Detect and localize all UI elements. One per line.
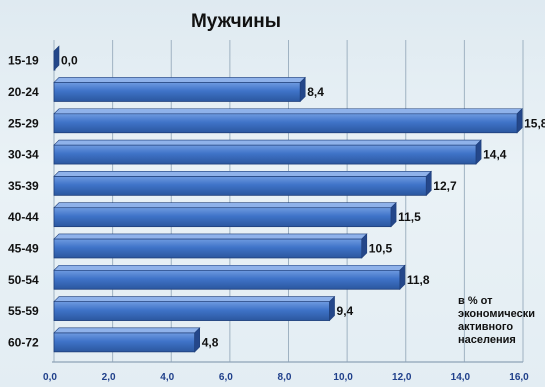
x-tick-label: 8,0 xyxy=(278,372,292,383)
bar-side xyxy=(399,264,406,290)
bar-front xyxy=(53,207,392,228)
data-label: 4,8 xyxy=(202,335,219,349)
bar-side xyxy=(390,201,397,228)
bar-front xyxy=(53,113,518,134)
category-label: 45-49 xyxy=(8,241,39,255)
x-tick-label: 16,0 xyxy=(509,372,529,383)
note-line: населения xyxy=(458,334,516,346)
data-labels: 0,0 8,4 15,8 14,4 12,7 11,5 10,5 11,8 9,4 4,8 xyxy=(61,54,545,350)
data-label: 10,5 xyxy=(369,241,393,255)
bar xyxy=(53,233,368,259)
bar-front xyxy=(53,82,301,102)
bar-top xyxy=(53,327,201,334)
bar-front xyxy=(53,175,427,196)
note-line: в % от xyxy=(458,295,493,307)
bar-top xyxy=(53,171,432,177)
bar-side xyxy=(516,108,523,134)
bar-front xyxy=(53,269,401,290)
data-label: 9,4 xyxy=(337,304,354,318)
bar-top xyxy=(53,296,336,302)
category-label: 20-24 xyxy=(8,85,39,99)
category-label: 15-19 xyxy=(8,54,39,68)
note-line: активного xyxy=(458,321,513,333)
data-label: 0,0 xyxy=(61,54,78,68)
x-tick-label: 6,0 xyxy=(219,372,233,383)
bar xyxy=(53,201,397,228)
bar-side xyxy=(425,170,432,197)
data-label: 11,8 xyxy=(407,273,430,287)
bar-top xyxy=(53,77,306,83)
data-label: 12,7 xyxy=(433,179,457,193)
bar-top xyxy=(53,202,397,208)
x-axis-ticks: 0,0 2,0 4,0 6,0 8,0 10,0 12,0 14,0 16,0 xyxy=(43,372,529,383)
category-label: 35-39 xyxy=(8,179,39,193)
category-label: 60-72 xyxy=(8,335,39,349)
bar xyxy=(53,264,406,290)
category-label: 30-34 xyxy=(8,148,39,162)
bar xyxy=(53,139,482,165)
bar-side xyxy=(361,233,368,259)
bar-front xyxy=(53,301,330,321)
bar xyxy=(53,108,523,134)
bar-top xyxy=(53,108,523,115)
category-label: 55-59 xyxy=(8,304,39,318)
category-label: 25-29 xyxy=(8,116,39,130)
x-tick-label: 0,0 xyxy=(43,372,57,383)
x-tick-label: 12,0 xyxy=(392,372,412,383)
x-tick-label: 10,0 xyxy=(333,372,353,383)
bar-side xyxy=(299,76,306,103)
data-label: 11,5 xyxy=(398,210,421,224)
bar-front xyxy=(53,238,363,259)
x-tick-label: 14,0 xyxy=(451,372,471,383)
data-label: 8,4 xyxy=(307,85,324,99)
bar xyxy=(53,170,432,197)
bar-side xyxy=(475,139,482,165)
bar xyxy=(53,45,60,71)
bar xyxy=(53,295,336,322)
bar-top xyxy=(53,139,482,146)
category-label: 40-44 xyxy=(8,210,39,224)
bar xyxy=(53,76,306,103)
bars xyxy=(53,45,523,353)
bar-side xyxy=(53,45,60,71)
category-label: 50-54 xyxy=(8,273,39,287)
bar-top xyxy=(53,233,368,240)
bar-side xyxy=(329,295,335,322)
category-labels: 15-19 20-24 25-29 30-34 35-39 40-44 45-49 50-54… xyxy=(8,54,39,350)
bar-side xyxy=(194,327,200,353)
bar-top xyxy=(53,264,406,271)
data-label: 14,4 xyxy=(483,148,507,162)
bar-front xyxy=(53,144,477,165)
bar xyxy=(53,327,201,353)
chart-title: Мужчины xyxy=(191,11,281,32)
bar-front xyxy=(53,332,196,353)
data-label: 15,8 xyxy=(524,116,545,130)
x-tick-label: 2,0 xyxy=(102,372,116,383)
x-tick-label: 4,0 xyxy=(160,372,174,383)
note-line: экономически xyxy=(458,308,535,320)
